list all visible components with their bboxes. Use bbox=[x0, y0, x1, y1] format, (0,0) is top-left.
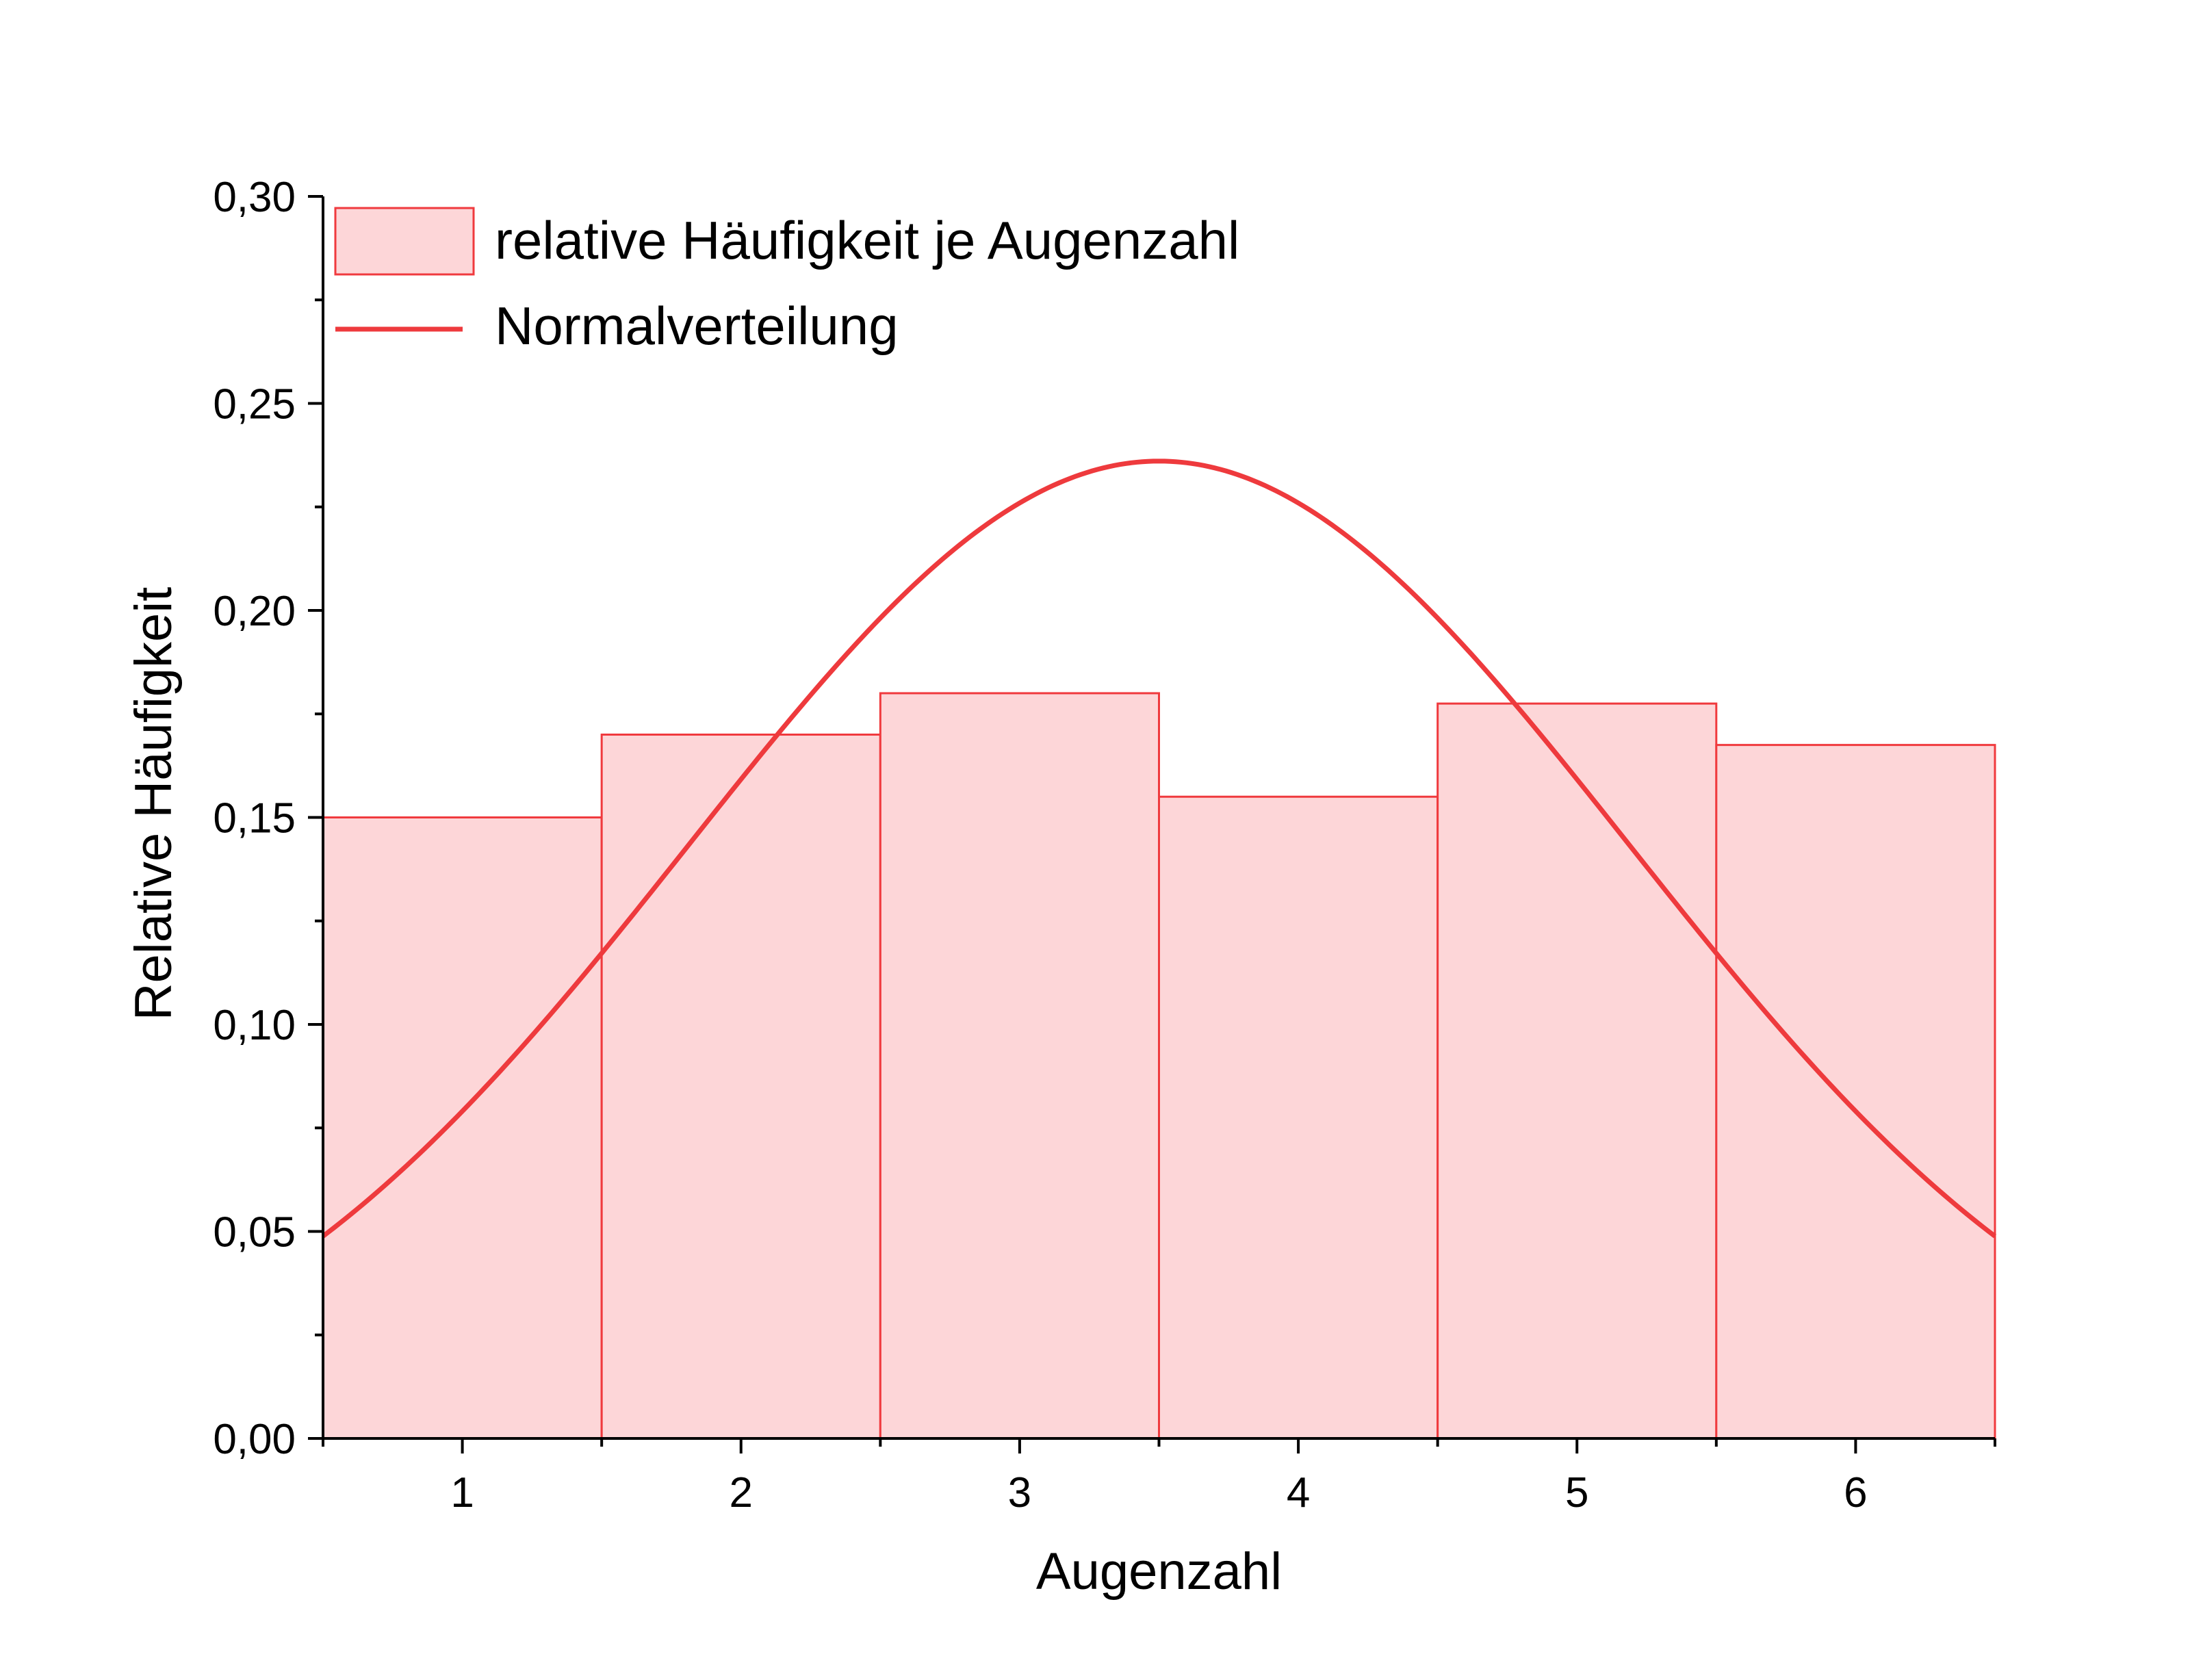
x-tick-label: 4 bbox=[1287, 1469, 1310, 1516]
legend-bar-label: relative Häufigkeit je Augenzahl bbox=[495, 210, 1239, 270]
legend: relative Häufigkeit je Augenzahl Normalv… bbox=[334, 207, 1239, 356]
normal-curve bbox=[321, 458, 1997, 1239]
x-tick-label: 1 bbox=[450, 1469, 474, 1516]
ticks-layer: 0,00 0,05 0,10 0,15 0,20 0,25 0,30 1 2 3 4 5 6 bbox=[213, 174, 1996, 1516]
legend-line-label: Normalverteilung bbox=[495, 296, 899, 356]
y-tick-label: 0,25 bbox=[213, 381, 296, 428]
bar-6 bbox=[1715, 744, 1996, 1440]
legend-bar-swatch bbox=[334, 207, 475, 276]
y-tick-label: 0,05 bbox=[213, 1209, 296, 1256]
x-tick-label: 6 bbox=[1844, 1469, 1867, 1516]
y-tick-label: 0,10 bbox=[213, 1002, 296, 1049]
y-axis-title: Relative Häufigkeit bbox=[125, 587, 183, 1021]
bar-5 bbox=[1437, 702, 1718, 1440]
y-tick-label: 0,30 bbox=[213, 174, 296, 221]
y-tick-label: 0,00 bbox=[213, 1416, 296, 1463]
bar-2 bbox=[600, 734, 881, 1440]
bar-4 bbox=[1158, 795, 1439, 1440]
y-tick-label: 0,15 bbox=[213, 795, 296, 842]
x-tick-label: 5 bbox=[1565, 1469, 1588, 1516]
x-axis-title: Augenzahl bbox=[1036, 1542, 1282, 1601]
bars-layer bbox=[322, 692, 1996, 1440]
bar-3 bbox=[879, 692, 1161, 1440]
bar-1 bbox=[322, 816, 603, 1440]
x-tick-label: 2 bbox=[730, 1469, 753, 1516]
curve-layer bbox=[321, 458, 1997, 1239]
y-tick-label: 0,20 bbox=[213, 588, 296, 635]
x-tick-label: 3 bbox=[1008, 1469, 1031, 1516]
